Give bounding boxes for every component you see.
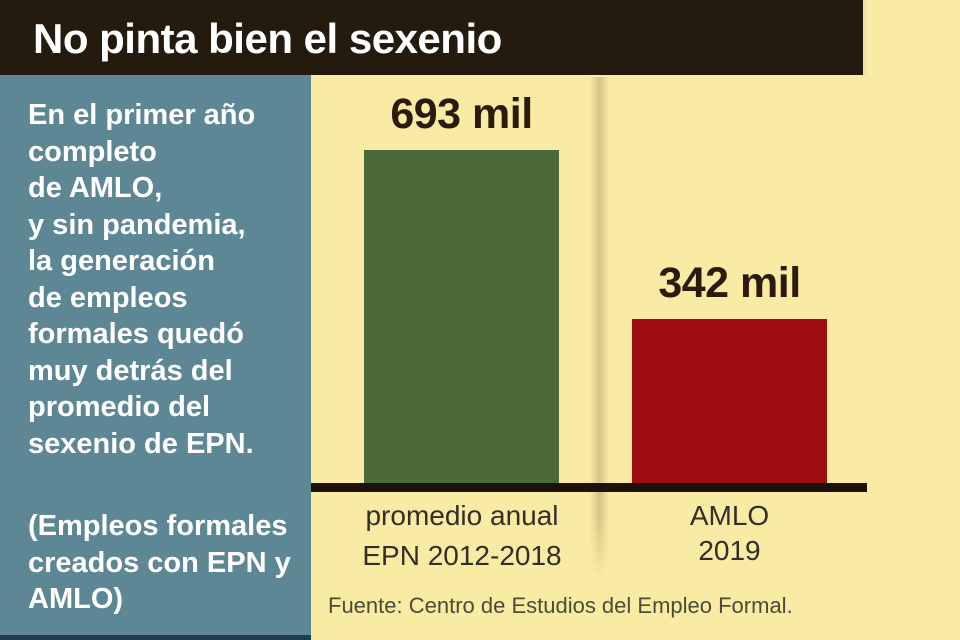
column-divider-shading — [590, 77, 609, 577]
bar-column-epn: 693 mil — [364, 90, 559, 483]
bar-chart: 693 mil 342 mil — [0, 75, 960, 483]
sidebar-panel: En el primer año completo de AMLO, y sin… — [0, 75, 311, 635]
x-axis-line — [311, 483, 867, 492]
bar-column-amlo: 342 mil — [632, 259, 827, 483]
axis-label-amlo: AMLO 2019 — [689, 500, 770, 566]
value-label-amlo: 342 mil — [658, 259, 801, 307]
headline-bar: No pinta bien el sexenio — [0, 0, 866, 75]
headline-title: No pinta bien el sexenio — [33, 15, 502, 62]
axis-label-epn: promedio anual EPN 2012-2018 — [362, 500, 562, 571]
bar-epn — [364, 150, 559, 483]
bar-amlo — [632, 319, 827, 483]
sidebar-bottom-strip — [0, 635, 311, 640]
value-label-epn: 693 mil — [390, 90, 533, 138]
source-credit: Fuente: Centro de Estudios del Empleo Fo… — [328, 593, 793, 618]
sidebar-note: (Empleos formales creados con EPN y AMLO… — [28, 510, 291, 615]
sidebar-description: En el primer año completo de AMLO, y sin… — [28, 99, 256, 460]
